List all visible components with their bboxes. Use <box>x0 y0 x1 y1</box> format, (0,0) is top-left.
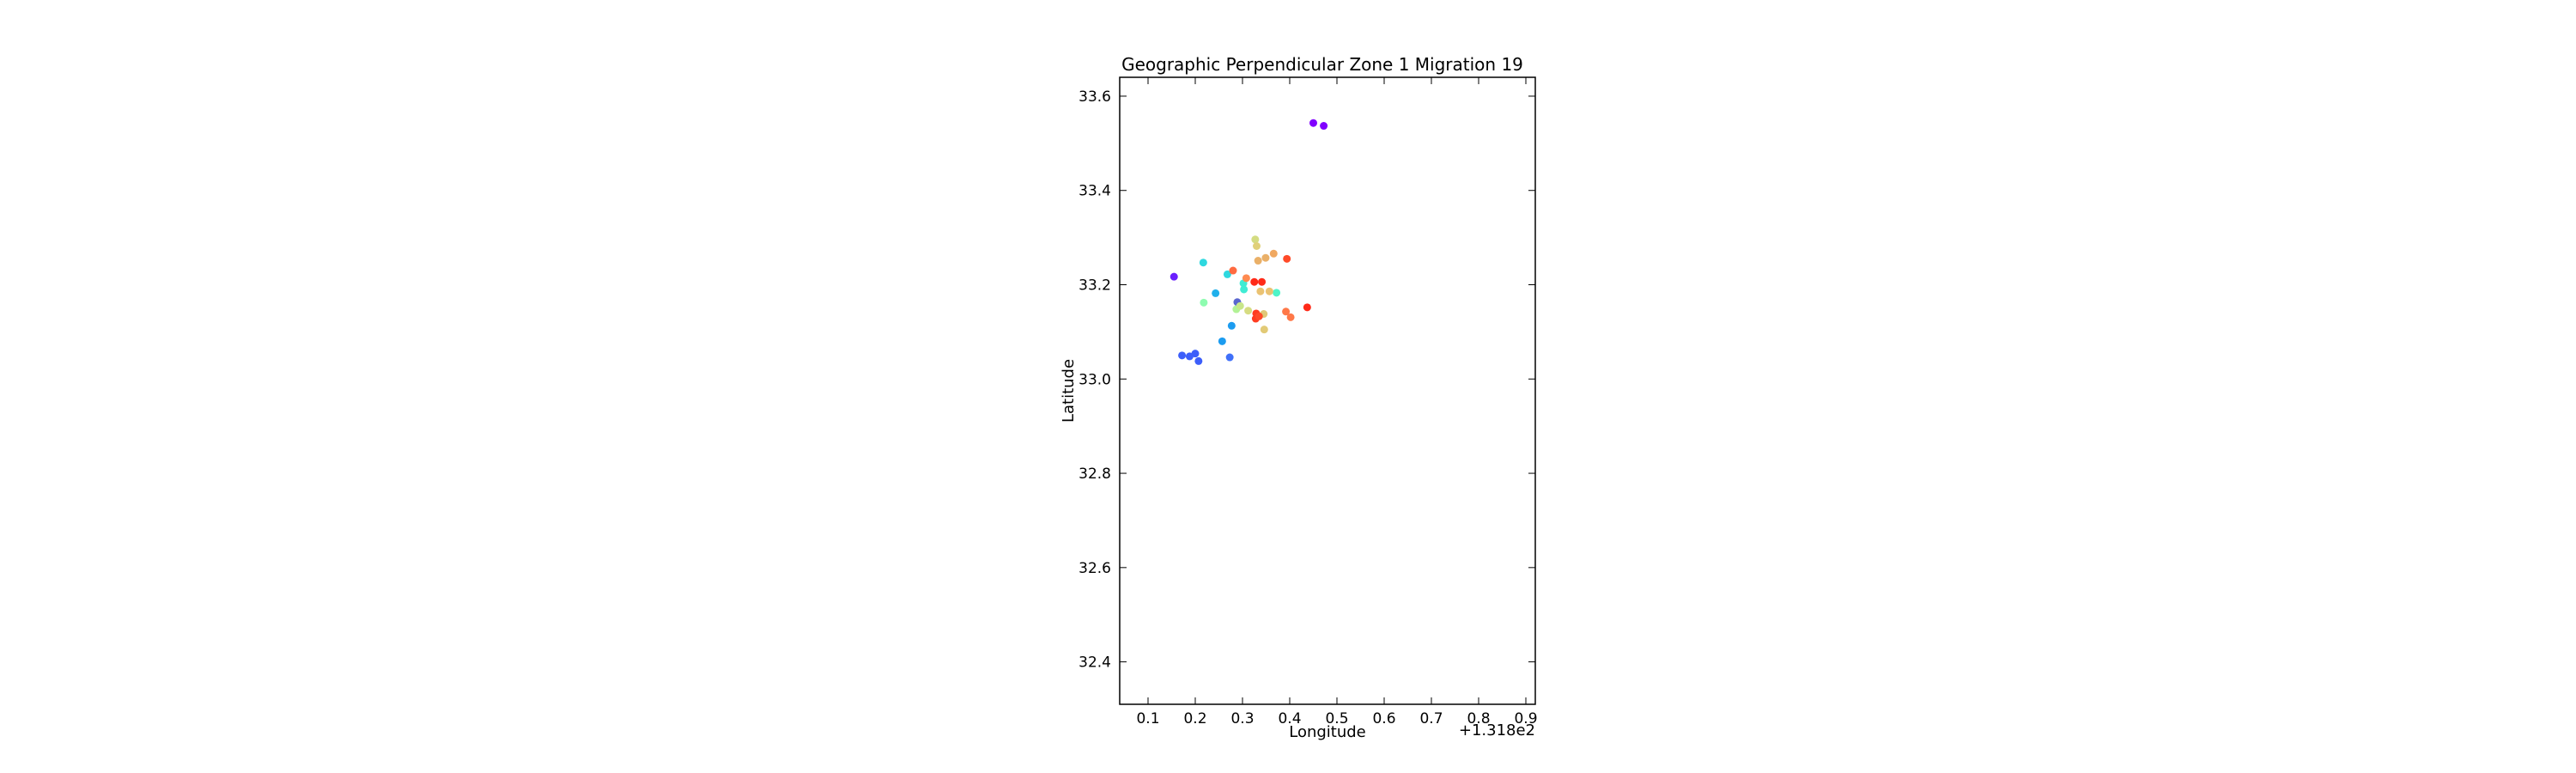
data-point <box>1286 313 1295 321</box>
data-point <box>1218 337 1226 345</box>
x-tick-label: 0.4 <box>1278 710 1301 727</box>
x-tick-label: 0.3 <box>1230 710 1254 727</box>
x-tick-label: 0.9 <box>1514 710 1537 727</box>
data-point <box>1265 287 1273 295</box>
data-point <box>1229 266 1237 275</box>
data-point <box>1244 307 1253 315</box>
y-tick-label: 33.0 <box>1078 371 1111 388</box>
data-point <box>1255 312 1263 320</box>
data-point <box>1261 253 1270 262</box>
y-tick-label: 33.6 <box>1078 88 1111 106</box>
y-axis-label: Latitude <box>1060 359 1078 423</box>
plot-area <box>1119 76 1536 705</box>
chart-title: Geographic Perpendicular Zone 1 Migratio… <box>1121 54 1523 75</box>
x-tick-label: 0.8 <box>1467 710 1490 727</box>
data-point <box>1170 272 1178 281</box>
data-points <box>1170 119 1328 365</box>
data-point <box>1283 254 1291 263</box>
data-point <box>1251 235 1260 244</box>
data-point <box>1199 259 1207 267</box>
y-tick-label: 32.4 <box>1078 654 1111 672</box>
data-point <box>1225 353 1234 362</box>
data-point <box>1194 356 1203 365</box>
data-point <box>1200 298 1208 307</box>
x-tick-label: 0.5 <box>1325 710 1348 727</box>
data-point <box>1309 119 1317 127</box>
data-point <box>1253 241 1261 250</box>
data-point <box>1178 351 1187 360</box>
data-point <box>1240 285 1249 294</box>
data-point <box>1212 289 1220 297</box>
x-tick-label: 0.6 <box>1372 710 1395 727</box>
y-tick-label: 32.8 <box>1078 466 1111 483</box>
data-point <box>1273 289 1281 297</box>
data-point <box>1242 274 1250 283</box>
data-point <box>1260 326 1268 334</box>
x-axis-label: Longitude <box>1289 723 1366 741</box>
data-point <box>1269 249 1278 258</box>
data-point <box>1191 350 1200 358</box>
data-point <box>1250 277 1259 286</box>
data-point <box>1320 122 1328 131</box>
data-point <box>1303 303 1311 312</box>
x-tick-label: 0.7 <box>1419 710 1443 727</box>
x-axis-offset-label: +1.318e2 <box>1459 721 1535 740</box>
data-point <box>1256 287 1265 295</box>
data-point <box>1282 307 1291 316</box>
x-tick-label: 0.2 <box>1183 710 1206 727</box>
data-point <box>1258 277 1267 286</box>
data-point <box>1236 301 1244 310</box>
y-tick-label: 32.6 <box>1078 560 1111 577</box>
y-tick-label: 33.4 <box>1078 183 1111 200</box>
data-point <box>1227 321 1236 330</box>
axis-ticks: 0.1 0.2 0.3 0.4 0.5 0.6 0.7 0.8 0.9 32.4 32.6 32.8 3… <box>1078 77 1538 727</box>
y-tick-label: 33.2 <box>1078 277 1111 295</box>
data-point <box>1254 257 1262 265</box>
x-tick-label: 0.1 <box>1136 710 1159 727</box>
data-point <box>1223 270 1231 278</box>
